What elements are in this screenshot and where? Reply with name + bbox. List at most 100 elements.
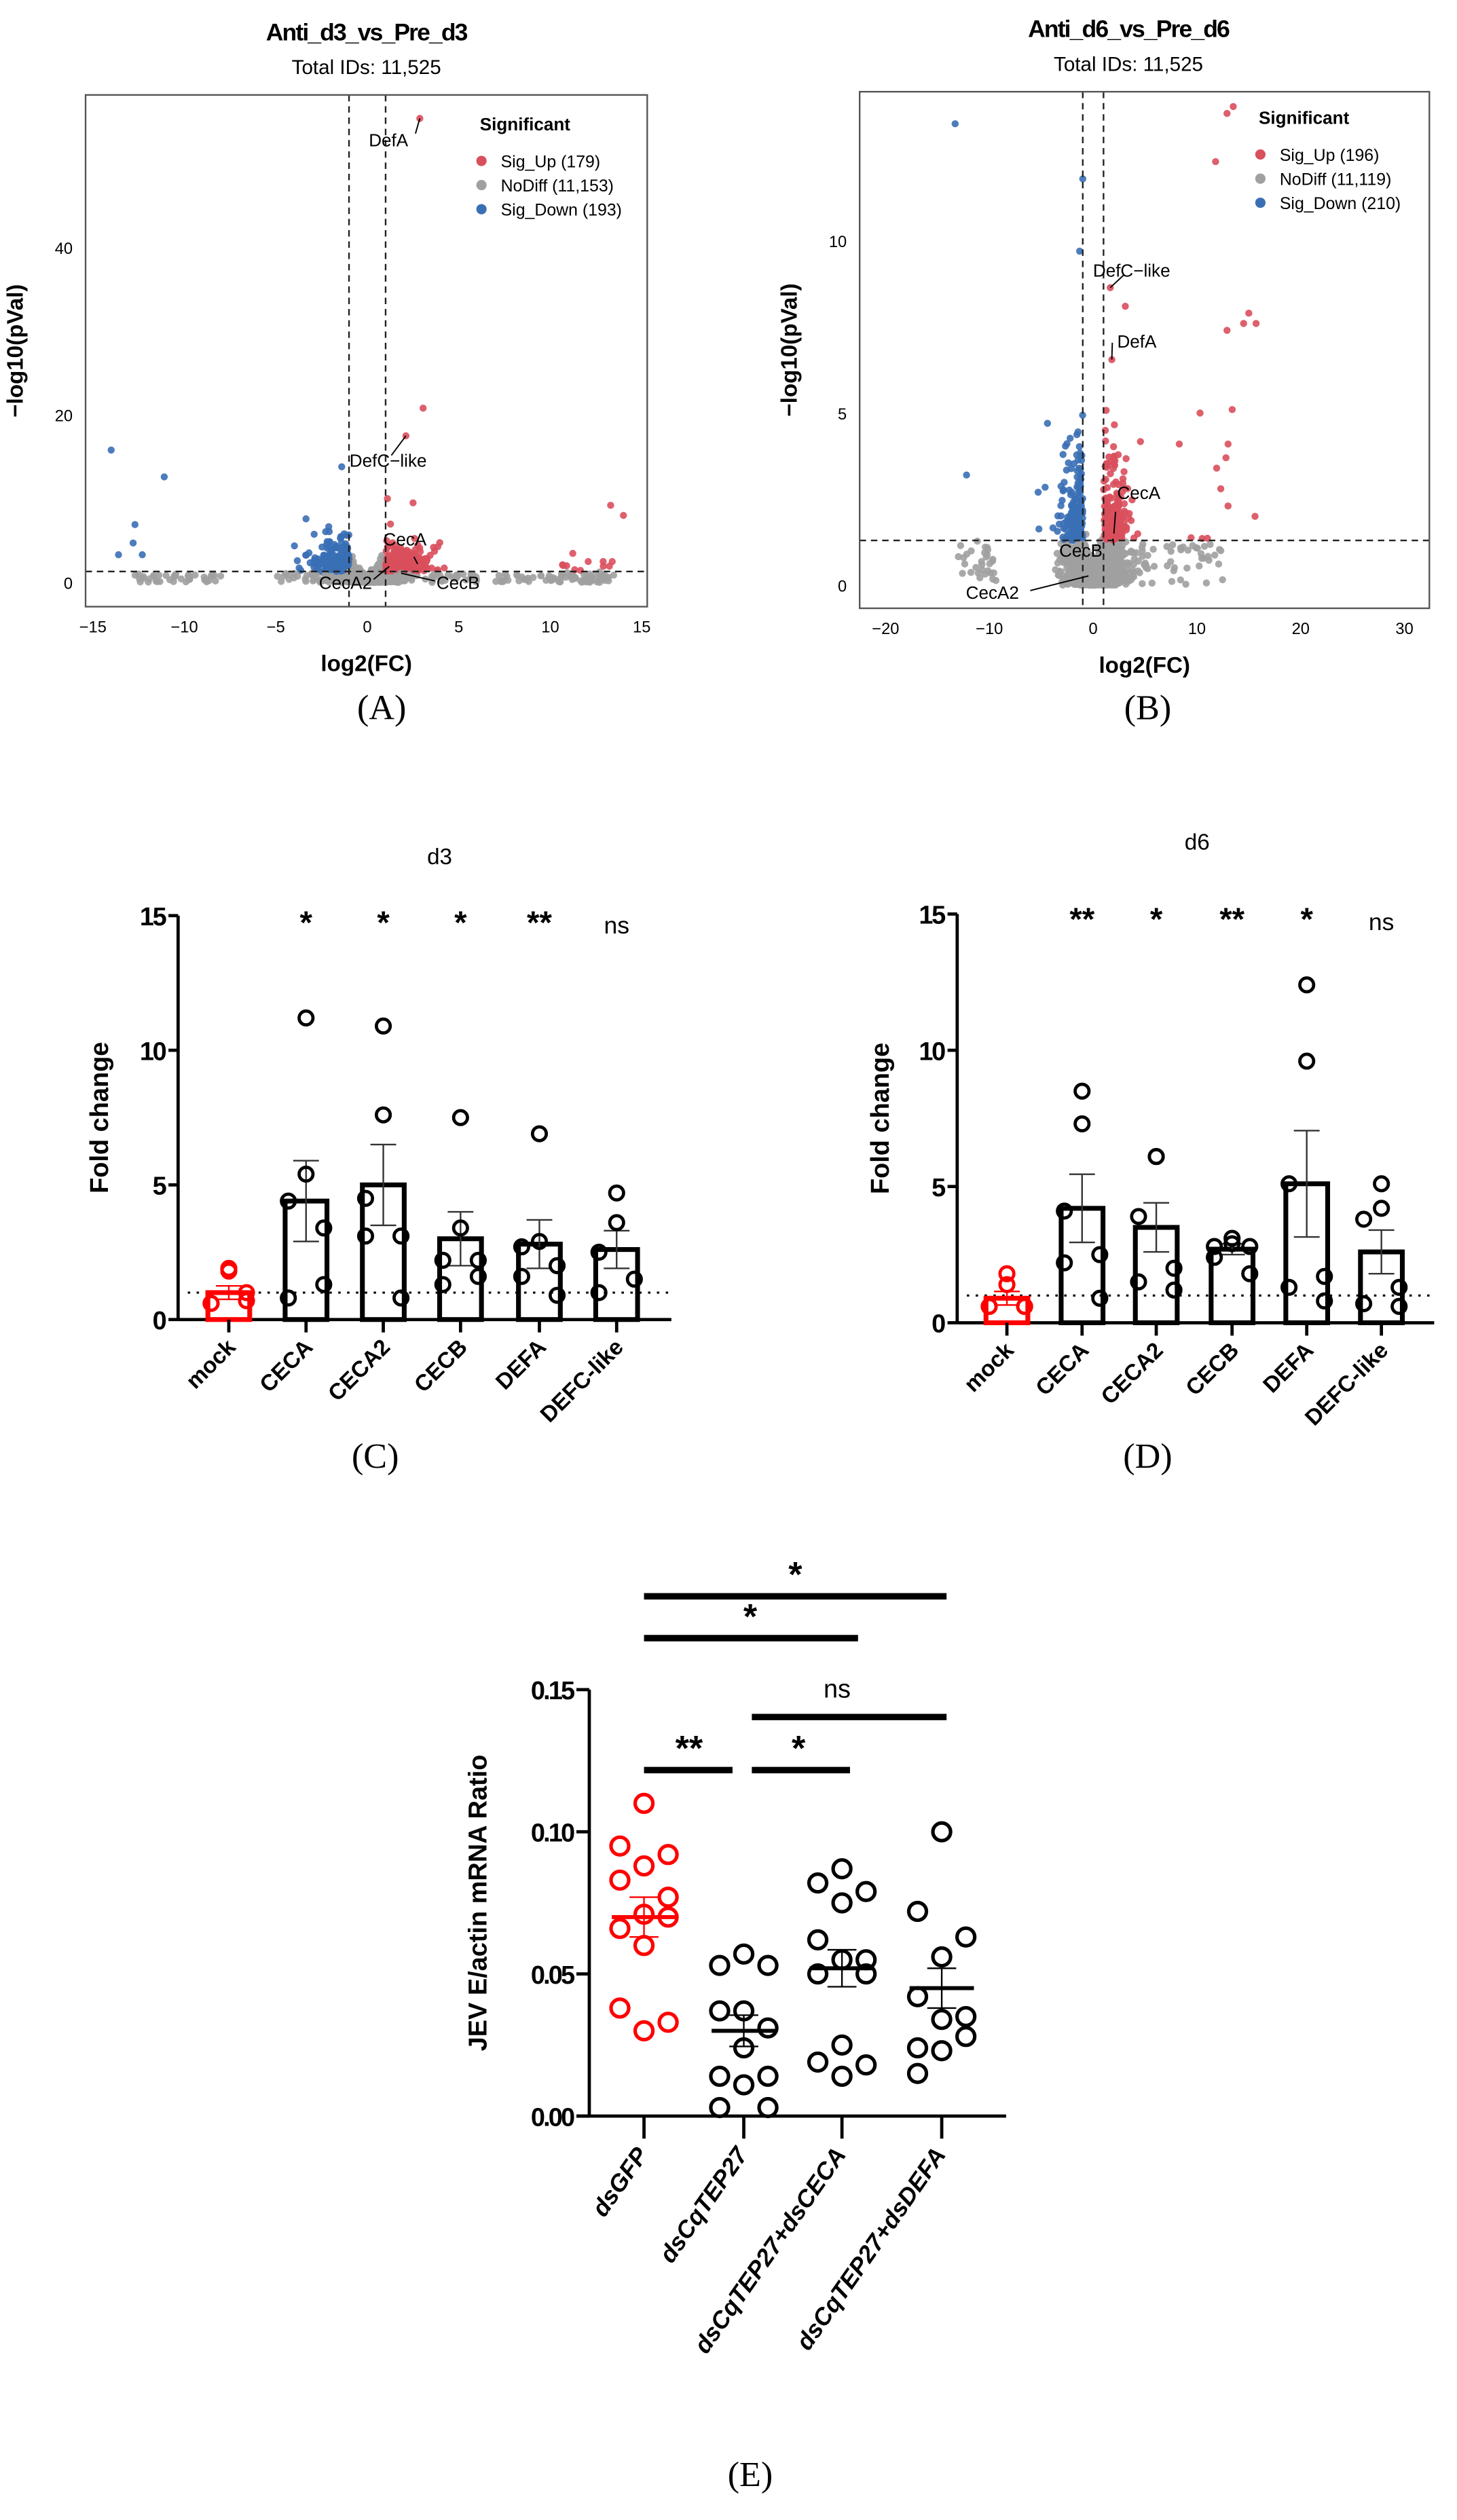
- significance-label: ns: [604, 912, 629, 939]
- data-point-down: [1067, 531, 1075, 539]
- data-point-up: [426, 551, 434, 559]
- legend-marker: [1255, 149, 1266, 160]
- data-point: [807, 1929, 829, 1951]
- data-point: [1073, 1115, 1091, 1132]
- data-point-up: [1224, 440, 1232, 448]
- data-point-up: [1251, 513, 1259, 520]
- data-point: [609, 1918, 631, 1940]
- data-point-nodiff: [1084, 572, 1092, 580]
- data-point-nodiff: [1056, 555, 1064, 563]
- data-point-nodiff: [989, 555, 997, 563]
- significance-label: **: [1219, 902, 1244, 938]
- data-point-nodiff: [350, 561, 358, 569]
- significance-label: *: [743, 1597, 758, 1637]
- data-point: [513, 1238, 530, 1256]
- data-point-nodiff: [563, 569, 571, 576]
- gene-label: CecA2: [966, 582, 1019, 603]
- data-point-down: [1034, 488, 1042, 496]
- data-point-nodiff: [972, 563, 980, 571]
- data-point: [1298, 1052, 1316, 1070]
- data-point-nodiff: [1111, 573, 1119, 580]
- data-point-down: [1074, 428, 1082, 436]
- y-tick-label: 10: [919, 1037, 945, 1066]
- y-axis-label: Fold change: [866, 1043, 895, 1194]
- legend-marker: [476, 155, 487, 166]
- data-point-nodiff: [162, 572, 170, 579]
- data-point-nodiff: [303, 572, 310, 580]
- data-point-nodiff: [467, 574, 475, 581]
- data-point-down: [310, 530, 318, 538]
- y-tick-label: 0: [932, 1310, 945, 1339]
- data-point: [1130, 1208, 1147, 1225]
- data-point-up: [388, 557, 395, 564]
- data-point: [998, 1276, 1016, 1293]
- data-point-up: [1228, 406, 1236, 413]
- data-point-up: [441, 564, 448, 572]
- data-point-up: [1103, 523, 1111, 531]
- data-point-nodiff: [1164, 562, 1171, 570]
- label-leader-line: [1111, 342, 1113, 360]
- chart-title: d3: [427, 845, 452, 870]
- data-point-nodiff: [191, 571, 199, 579]
- data-point: [434, 1276, 451, 1293]
- data-point: [609, 1997, 631, 2019]
- data-point: [356, 1227, 375, 1245]
- data-point-nodiff: [1111, 563, 1119, 572]
- data-point-down: [324, 552, 331, 560]
- data-point-nodiff: [185, 571, 192, 579]
- data-point-nodiff: [978, 561, 986, 568]
- data-point-up: [1213, 464, 1221, 472]
- data-point-down: [320, 559, 328, 566]
- data-point-up: [384, 495, 391, 502]
- data-point-nodiff: [545, 572, 553, 580]
- data-point-nodiff: [1150, 562, 1158, 570]
- data-point: [1223, 1229, 1241, 1247]
- data-point-nodiff: [578, 578, 586, 586]
- data-point-nodiff: [1071, 580, 1080, 588]
- x-tick-label: 5: [454, 619, 463, 637]
- data-point: [1355, 1295, 1373, 1312]
- data-point-nodiff: [610, 571, 618, 579]
- x-tick-label: DEFA: [491, 1335, 551, 1395]
- significance-label: **: [676, 1729, 703, 1768]
- data-point: [280, 1289, 297, 1307]
- data-point-up: [411, 534, 418, 542]
- data-point-nodiff: [1132, 549, 1141, 557]
- data-point-nodiff: [1059, 547, 1067, 555]
- x-tick-label: −20: [872, 620, 899, 638]
- y-tick-label: 20: [55, 408, 73, 426]
- gene-label: DefA: [1117, 331, 1157, 352]
- data-point: [955, 1926, 977, 1948]
- data-point-down: [342, 546, 349, 555]
- data-point-nodiff: [367, 576, 375, 584]
- x-tick-label: DEFA: [1258, 1338, 1318, 1398]
- data-point-down: [322, 527, 329, 536]
- data-point-up: [1122, 455, 1130, 462]
- data-point: [906, 2037, 929, 2059]
- data-point-nodiff: [302, 578, 310, 585]
- data-point-up: [1175, 440, 1183, 448]
- data-point-nodiff: [1149, 545, 1157, 553]
- data-point-nodiff: [378, 578, 386, 585]
- data-point-down: [139, 551, 146, 559]
- data-point: [906, 2062, 929, 2084]
- data-point-nodiff: [312, 573, 320, 580]
- data-points: [107, 115, 627, 587]
- data-point: [608, 1184, 625, 1202]
- x-tick-label: CECA: [255, 1335, 318, 1398]
- data-point: [906, 1986, 929, 2007]
- data-point: [297, 1165, 315, 1183]
- x-tick-label: CECA2: [323, 1335, 395, 1407]
- data-point-up: [1222, 454, 1230, 462]
- label-leader-line: [1112, 538, 1115, 546]
- data-point: [530, 1125, 549, 1143]
- data-point-down: [1079, 175, 1087, 183]
- data-point: [1130, 1273, 1147, 1291]
- data-point-nodiff: [1114, 549, 1122, 556]
- data-point-nodiff: [155, 572, 163, 579]
- plot-frame: [84, 94, 648, 608]
- significance-label: ns: [824, 1675, 851, 1704]
- data-point: [1223, 1235, 1241, 1253]
- data-point-up: [409, 499, 417, 506]
